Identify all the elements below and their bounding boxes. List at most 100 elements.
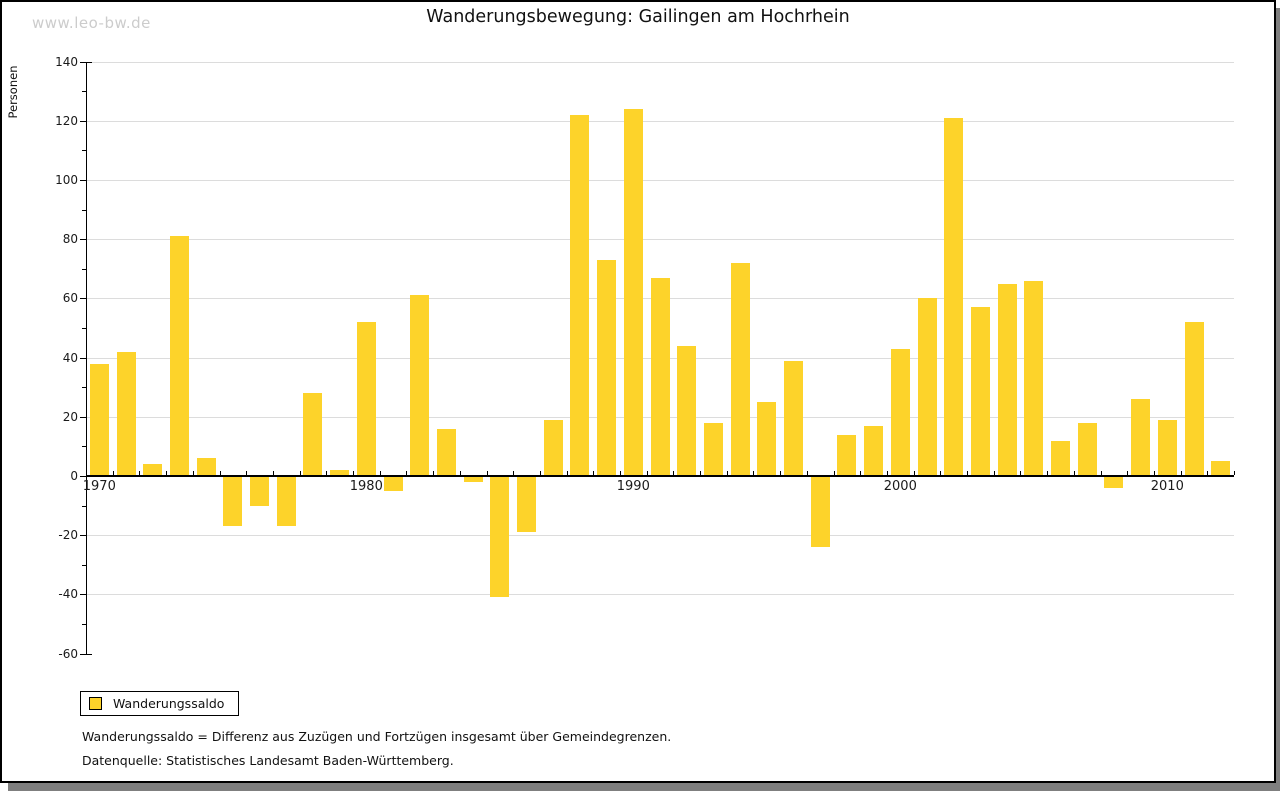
bar-1978	[303, 393, 323, 476]
bar-1970	[89, 363, 109, 476]
x-tick-29	[860, 471, 862, 475]
bar-1995	[757, 402, 777, 476]
y-tick-80	[80, 239, 86, 240]
y-tick--40	[80, 594, 86, 595]
y-tick--60	[80, 654, 86, 655]
y-tick-10	[82, 446, 86, 447]
y-tick-label--40: -40	[58, 587, 78, 601]
bar-1975	[223, 476, 243, 527]
y-tick-120	[80, 121, 86, 122]
bar-1984	[463, 476, 483, 482]
bar-1994	[730, 262, 750, 476]
bar-2012	[1211, 461, 1231, 476]
x-tick-18	[566, 471, 568, 475]
bar-1982	[410, 295, 430, 476]
x-tick-label-2000: 2000	[883, 479, 917, 494]
chart-title: Wanderungsbewegung: Gailingen am Hochrhe…	[426, 7, 850, 27]
x-tick-17	[539, 471, 541, 475]
bar-1980	[356, 322, 376, 476]
bar-1992	[677, 345, 697, 476]
y-tick-20	[80, 417, 86, 418]
bar-2005	[1024, 280, 1044, 476]
y-tick-label-80: 80	[62, 232, 78, 246]
x-tick-label-1970: 1970	[82, 479, 116, 494]
bar-1983	[436, 428, 456, 476]
x-tick-42	[1207, 471, 1209, 475]
x-tick-9	[326, 471, 328, 475]
x-tick-27	[806, 471, 808, 475]
bar-1999	[864, 425, 884, 476]
x-tick-26	[780, 471, 782, 475]
y-tick--10	[82, 506, 86, 507]
bar-2009	[1131, 399, 1151, 476]
bar-1987	[543, 419, 563, 476]
gridline--40	[86, 594, 1234, 595]
bar-2001	[917, 298, 937, 476]
y-tick-90	[82, 210, 86, 211]
x-tick-28	[833, 471, 835, 475]
x-tick-2	[139, 471, 141, 475]
bar-2003	[970, 307, 990, 476]
x-tick-33	[967, 471, 968, 475]
x-tick-20	[620, 471, 621, 475]
bar-1993	[703, 422, 723, 476]
x-tick-21	[646, 471, 648, 475]
y-axis-line	[86, 61, 87, 654]
x-tick-19	[593, 471, 595, 475]
footnote-definition: Wanderungssaldo = Differenz aus Zuzügen …	[82, 729, 672, 744]
y-tick--20	[80, 535, 86, 536]
bar-1991	[650, 277, 670, 476]
bar-1979	[330, 470, 350, 476]
x-tick-37	[1073, 471, 1075, 475]
y-tick-label--20: -20	[58, 528, 78, 542]
x-tick-13	[433, 471, 435, 475]
bar-1972	[143, 464, 163, 476]
card-shadow-bottom	[8, 783, 1280, 791]
bar-2000	[890, 348, 910, 476]
x-tick-22	[673, 471, 675, 475]
y-tick-130	[82, 91, 86, 92]
x-tick-32	[940, 471, 942, 475]
y-tick-label-40: 40	[62, 351, 78, 365]
y-tick-label--60: -60	[58, 647, 78, 661]
y-tick-label-20: 20	[62, 410, 78, 424]
x-tick-40	[1153, 471, 1155, 475]
y-tick-0	[80, 476, 86, 477]
bar-2007	[1077, 422, 1097, 476]
x-tick-label-1990: 1990	[616, 479, 650, 494]
y-tick-label-100: 100	[55, 173, 78, 187]
bar-1971	[116, 351, 136, 476]
bar-2006	[1051, 440, 1070, 476]
x-tick-11	[379, 471, 381, 475]
bar-1985	[490, 476, 510, 598]
x-tick-43	[1234, 471, 1235, 475]
bar-1990	[623, 109, 643, 476]
y-tick-label-140: 140	[55, 55, 78, 69]
x-tick-36	[1047, 471, 1049, 475]
x-tick-14	[459, 471, 461, 475]
x-tick-label-2010: 2010	[1150, 479, 1184, 494]
y-tick-50	[82, 328, 86, 329]
x-tick-25	[753, 471, 755, 475]
gridline-120	[86, 121, 1234, 122]
y-tick-70	[82, 269, 86, 270]
y-tick-label-120: 120	[55, 114, 78, 128]
footnote-source: Datenquelle: Statistisches Landesamt Bad…	[82, 753, 454, 768]
gridline-80	[86, 239, 1234, 240]
bar-1976	[250, 476, 269, 506]
y-tick-label-0: 0	[70, 469, 78, 483]
y-axis-top-cap	[86, 62, 92, 63]
x-tick-15	[486, 471, 488, 475]
gridline-100	[86, 180, 1234, 181]
x-tick-0	[86, 471, 87, 475]
plot-area: 140 120 100 80 60 40 20 0 -20 -40 -60 1970 1980 1990 2…	[2, 2, 1274, 781]
legend-label: Wanderungssaldo	[113, 696, 225, 711]
x-tick-16	[513, 471, 515, 475]
y-tick-110	[82, 150, 86, 151]
x-tick-6	[246, 471, 248, 475]
x-tick-41	[1180, 471, 1182, 475]
x-tick-38	[1100, 471, 1102, 475]
y-tick-40	[80, 358, 86, 359]
bar-1977	[276, 476, 296, 527]
